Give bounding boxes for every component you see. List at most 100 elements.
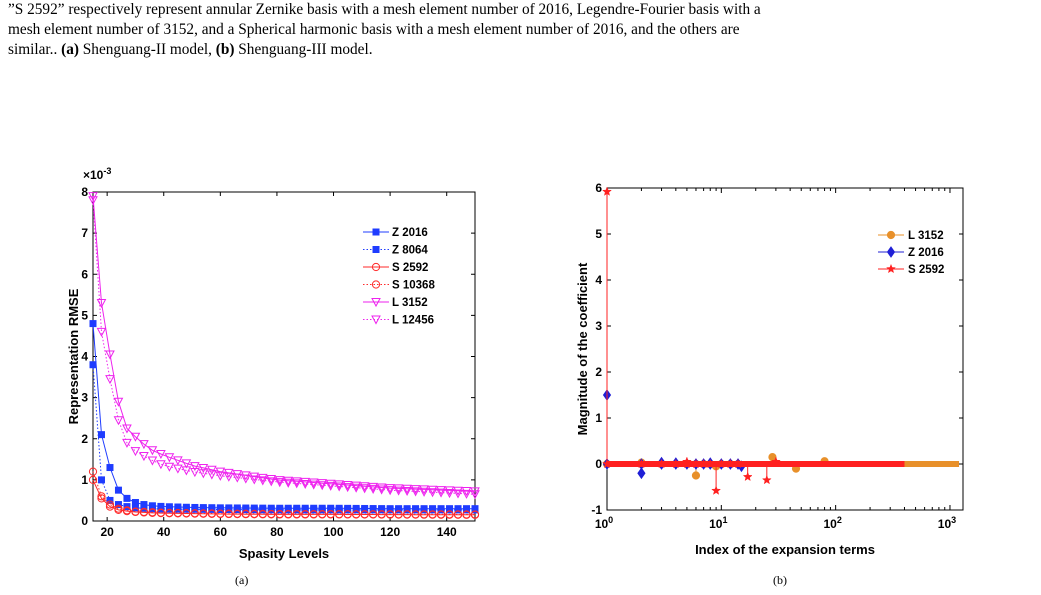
data-point [436, 510, 446, 519]
data-point [454, 506, 462, 514]
x-tick-label: 140 [437, 525, 457, 539]
data-point [257, 473, 268, 483]
data-point [164, 453, 175, 463]
data-point [402, 484, 412, 494]
data-point [215, 471, 226, 481]
data-point [317, 479, 328, 489]
data-point [377, 510, 386, 519]
data-point [105, 500, 115, 509]
data-point [471, 506, 479, 514]
data-point [444, 486, 455, 496]
data-point [385, 486, 395, 496]
y-tick-label: 5 [81, 308, 88, 322]
data-point [361, 506, 369, 514]
data-point [122, 506, 132, 515]
stem-band [607, 461, 905, 467]
data-point [284, 509, 293, 519]
data-point [147, 446, 158, 456]
data-point [419, 510, 429, 519]
data-point [395, 506, 403, 514]
y-tick-label: 5 [595, 227, 602, 241]
data-point [190, 509, 199, 518]
data-point [326, 510, 335, 519]
data-point [181, 459, 192, 469]
data-point [207, 465, 217, 475]
data-point [462, 510, 471, 519]
data-point [453, 510, 463, 519]
data-point [402, 486, 412, 497]
data-point [164, 462, 175, 472]
data-point [386, 506, 394, 514]
data-point [411, 510, 420, 519]
data-point [428, 510, 437, 519]
data-point [343, 510, 352, 519]
data-point [342, 481, 353, 491]
y-tick-label: 1 [81, 473, 88, 487]
y-tick-label: 0 [595, 457, 602, 471]
y-axis-label: Representation RMSE [66, 288, 81, 424]
data-point [275, 509, 284, 519]
data-point [352, 510, 361, 519]
data-point [266, 475, 277, 485]
data-point [131, 507, 140, 516]
data-point [88, 196, 98, 206]
data-point [470, 510, 480, 519]
series-line [92, 364, 475, 511]
legend-label: Z 2016 [908, 247, 944, 259]
data-point [113, 416, 124, 426]
data-point [360, 510, 369, 519]
data-point [291, 477, 302, 487]
data-point [130, 432, 141, 442]
data-point [199, 509, 208, 518]
data-point [267, 509, 276, 519]
data-point [216, 505, 224, 513]
legend-label: L 3152 [908, 230, 944, 242]
data-point [240, 471, 251, 481]
data-point [257, 476, 268, 486]
caption-tag-b: (b) [215, 41, 235, 58]
x-tick-label: 102 [823, 515, 841, 531]
data-point [130, 447, 141, 457]
data-point [716, 458, 727, 469]
data-point [122, 438, 132, 448]
data-point [403, 506, 411, 514]
caption-tag-a: (a) [61, 41, 79, 58]
data-point [711, 485, 722, 495]
legend-label: L 12456 [392, 315, 434, 327]
data-point [139, 452, 149, 462]
data-point [436, 488, 446, 498]
legend-marker [371, 298, 381, 308]
caption-text-b: Shenguang-III model. [234, 41, 373, 58]
legend-marker [886, 230, 896, 240]
data-point [453, 486, 463, 496]
series-line [92, 196, 476, 492]
data-point [636, 458, 647, 469]
chart-a-plot-area [92, 191, 476, 522]
x-tick-label: 60 [214, 525, 228, 539]
caption-line-2: mesh element number of 3152, and a Spher… [8, 21, 740, 38]
figure-caption: ”S 2592” respectively represent annular … [8, 0, 1033, 60]
data-point [351, 483, 361, 493]
data-point [233, 509, 242, 518]
data-point [705, 458, 716, 469]
data-point [470, 487, 480, 497]
data-point [637, 467, 646, 480]
data-point [325, 479, 336, 489]
data-point [139, 440, 149, 450]
legend-label: L 3152 [392, 297, 428, 309]
data-point [393, 486, 404, 496]
data-point [453, 489, 463, 499]
y-tick-label: 4 [81, 350, 88, 364]
data-point [105, 350, 115, 360]
data-point [602, 458, 612, 469]
legend-marker [886, 263, 896, 274]
data-point [233, 506, 241, 514]
data-point [359, 484, 370, 494]
data-point [223, 472, 234, 482]
data-point [147, 456, 158, 466]
series [88, 196, 480, 500]
data-point [96, 327, 107, 337]
data-point [96, 299, 107, 309]
data-point [242, 506, 250, 514]
